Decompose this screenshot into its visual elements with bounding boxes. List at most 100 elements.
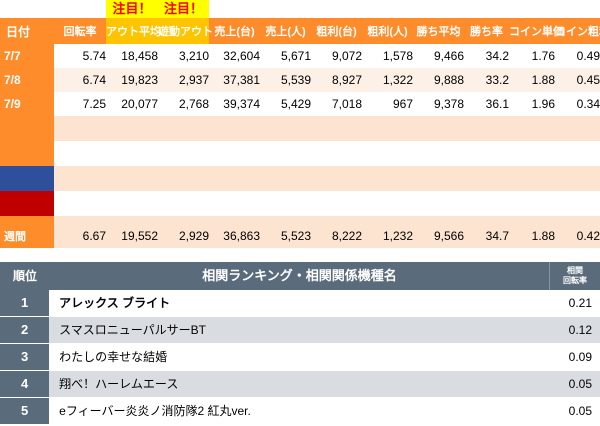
cell: 32,604 — [209, 44, 260, 68]
cell: 5,539 — [260, 68, 311, 92]
cell: 36,863 — [209, 224, 260, 248]
ranking-header-value-line2: 回転率 — [563, 276, 587, 285]
ranking-row: 5 eフィーバー炎炎ノ消防隊2 紅丸ver. 0.05 — [0, 398, 600, 425]
spacer-row — [0, 216, 600, 224]
ranking-number: 5 — [0, 398, 50, 424]
cell: 5,429 — [260, 92, 311, 116]
cell: 2,929 — [158, 224, 209, 248]
header-row: 日付 回転率 アウト平均 遊動アウト 売上(台) 売上(人) 粗利(台) 粗利(… — [0, 18, 600, 44]
cell: 9,378 — [413, 92, 464, 116]
row-date-marker — [0, 116, 54, 141]
ranking-header: 順位 相関ランキング・相関関係機種名 相関 回転率 — [0, 262, 600, 290]
cell: 18,458 — [106, 44, 158, 68]
cell: 5.74 — [54, 44, 106, 68]
cell: 1,322 — [362, 68, 413, 92]
cell: 37,381 — [209, 68, 260, 92]
ranking-header-name: 相関ランキング・相関関係機種名 — [202, 268, 397, 283]
cell: 1,578 — [362, 44, 413, 68]
data-row: 7/9 7.25 20,077 2,768 39,374 5,429 7,018… — [0, 92, 600, 116]
correlation-value: 0.12 — [538, 317, 600, 343]
cell: 6.67 — [54, 224, 106, 248]
machine-name: eフィーバー炎炎ノ消防隊2 紅丸ver. — [49, 398, 539, 424]
cell: 39,374 — [209, 92, 260, 116]
row-date-marker-blue — [0, 166, 54, 191]
cell: 0.34 — [555, 92, 600, 116]
cell: 9,888 — [413, 68, 464, 92]
header-profit-machine: 粗利(台) — [311, 18, 362, 44]
cell: 9,072 — [311, 44, 362, 68]
row-date: 7/9 — [0, 92, 54, 116]
cell: 5,523 — [260, 224, 311, 248]
cell: 1.96 — [509, 92, 555, 116]
correlation-value: 0.09 — [538, 344, 600, 370]
row-date-marker-red — [0, 191, 54, 216]
header-rotation-rate: 回転率 — [54, 18, 106, 44]
header-sales-person: 売上(人) — [260, 18, 311, 44]
ranking-number: 2 — [0, 317, 50, 343]
cell: 2,768 — [158, 92, 209, 116]
cell: 1.88 — [509, 68, 555, 92]
header-coin-unit-price: コイン単価 — [509, 18, 564, 44]
empty-row — [0, 191, 600, 216]
data-row: 7/8 6.74 19,823 2,937 37,381 5,539 8,927… — [0, 68, 600, 92]
empty-row — [0, 116, 600, 141]
header-date: 日付 — [0, 18, 54, 44]
cell: 8,927 — [311, 68, 362, 92]
ranking-row: 3 わたしの幸せな結婚 0.09 — [0, 344, 600, 371]
cell: 1.76 — [509, 44, 555, 68]
ranking-table: 順位 相関ランキング・相関関係機種名 相関 回転率 1 アレックス ブライト 0… — [0, 262, 600, 425]
cell: 33.2 — [464, 68, 509, 92]
row-date-marker — [0, 141, 54, 166]
weekly-label: 週間 — [0, 224, 54, 248]
attention-label-2: 注目！ — [158, 0, 209, 18]
ranking-header-value: 相関 回転率 — [549, 262, 600, 290]
cell: 967 — [362, 92, 413, 116]
ranking-number: 1 — [0, 290, 50, 316]
cell: 19,552 — [106, 224, 158, 248]
machine-name: 翔べ！ハーレムエース — [49, 371, 539, 397]
machine-name: アレックス ブライト — [49, 290, 539, 316]
cell: 20,077 — [106, 92, 158, 116]
cell: 0.49 — [555, 44, 600, 68]
ranking-row: 1 アレックス ブライト 0.21 — [0, 290, 600, 317]
cell: 19,823 — [106, 68, 158, 92]
cell: 2,937 — [158, 68, 209, 92]
header-profit-person: 粗利(人) — [362, 18, 413, 44]
cell: 6.74 — [54, 68, 106, 92]
header-coin-profit: コイン粗利 — [555, 18, 600, 44]
header-win-rate: 勝ち率 — [464, 18, 509, 44]
cell: 34.7 — [464, 224, 509, 248]
cell: 9,566 — [413, 224, 464, 248]
attention-row: 注目！ 注目！ — [0, 0, 600, 18]
machine-name: スマスロニューパルサーBT — [49, 317, 539, 343]
correlation-value: 0.05 — [538, 398, 600, 424]
cell: 36.1 — [464, 92, 509, 116]
ranking-number: 4 — [0, 371, 50, 397]
header-out-average: アウト平均 — [106, 18, 161, 44]
correlation-value: 0.05 — [538, 371, 600, 397]
cell: 0.42 — [555, 224, 600, 248]
ranking-header-value-line1: 相関 — [567, 266, 583, 275]
empty-row — [0, 141, 600, 166]
weekly-row: 週間 6.67 19,552 2,929 36,863 5,523 8,222 … — [0, 224, 600, 248]
cell: 3,210 — [158, 44, 209, 68]
correlation-value: 0.21 — [538, 290, 600, 316]
data-row: 7/7 5.74 18,458 3,210 32,604 5,671 9,072… — [0, 44, 600, 68]
cell: 9,466 — [413, 44, 464, 68]
header-win-average: 勝ち平均 — [413, 18, 464, 44]
ranking-number: 3 — [0, 344, 50, 370]
attention-label-1: 注目！ — [106, 0, 158, 18]
row-date: 7/7 — [0, 44, 54, 68]
cell: 0.45 — [555, 68, 600, 92]
cell: 8,222 — [311, 224, 362, 248]
cell: 1,232 — [362, 224, 413, 248]
cell: 7,018 — [311, 92, 362, 116]
ranking-row: 2 スマスロニューパルサーBT 0.12 — [0, 317, 600, 344]
cell: 7.25 — [54, 92, 106, 116]
header-sales-machine: 売上(台) — [209, 18, 260, 44]
cell: 34.2 — [464, 44, 509, 68]
cell: 5,671 — [260, 44, 311, 68]
empty-row — [0, 166, 600, 191]
machine-name: わたしの幸せな結婚 — [49, 344, 539, 370]
